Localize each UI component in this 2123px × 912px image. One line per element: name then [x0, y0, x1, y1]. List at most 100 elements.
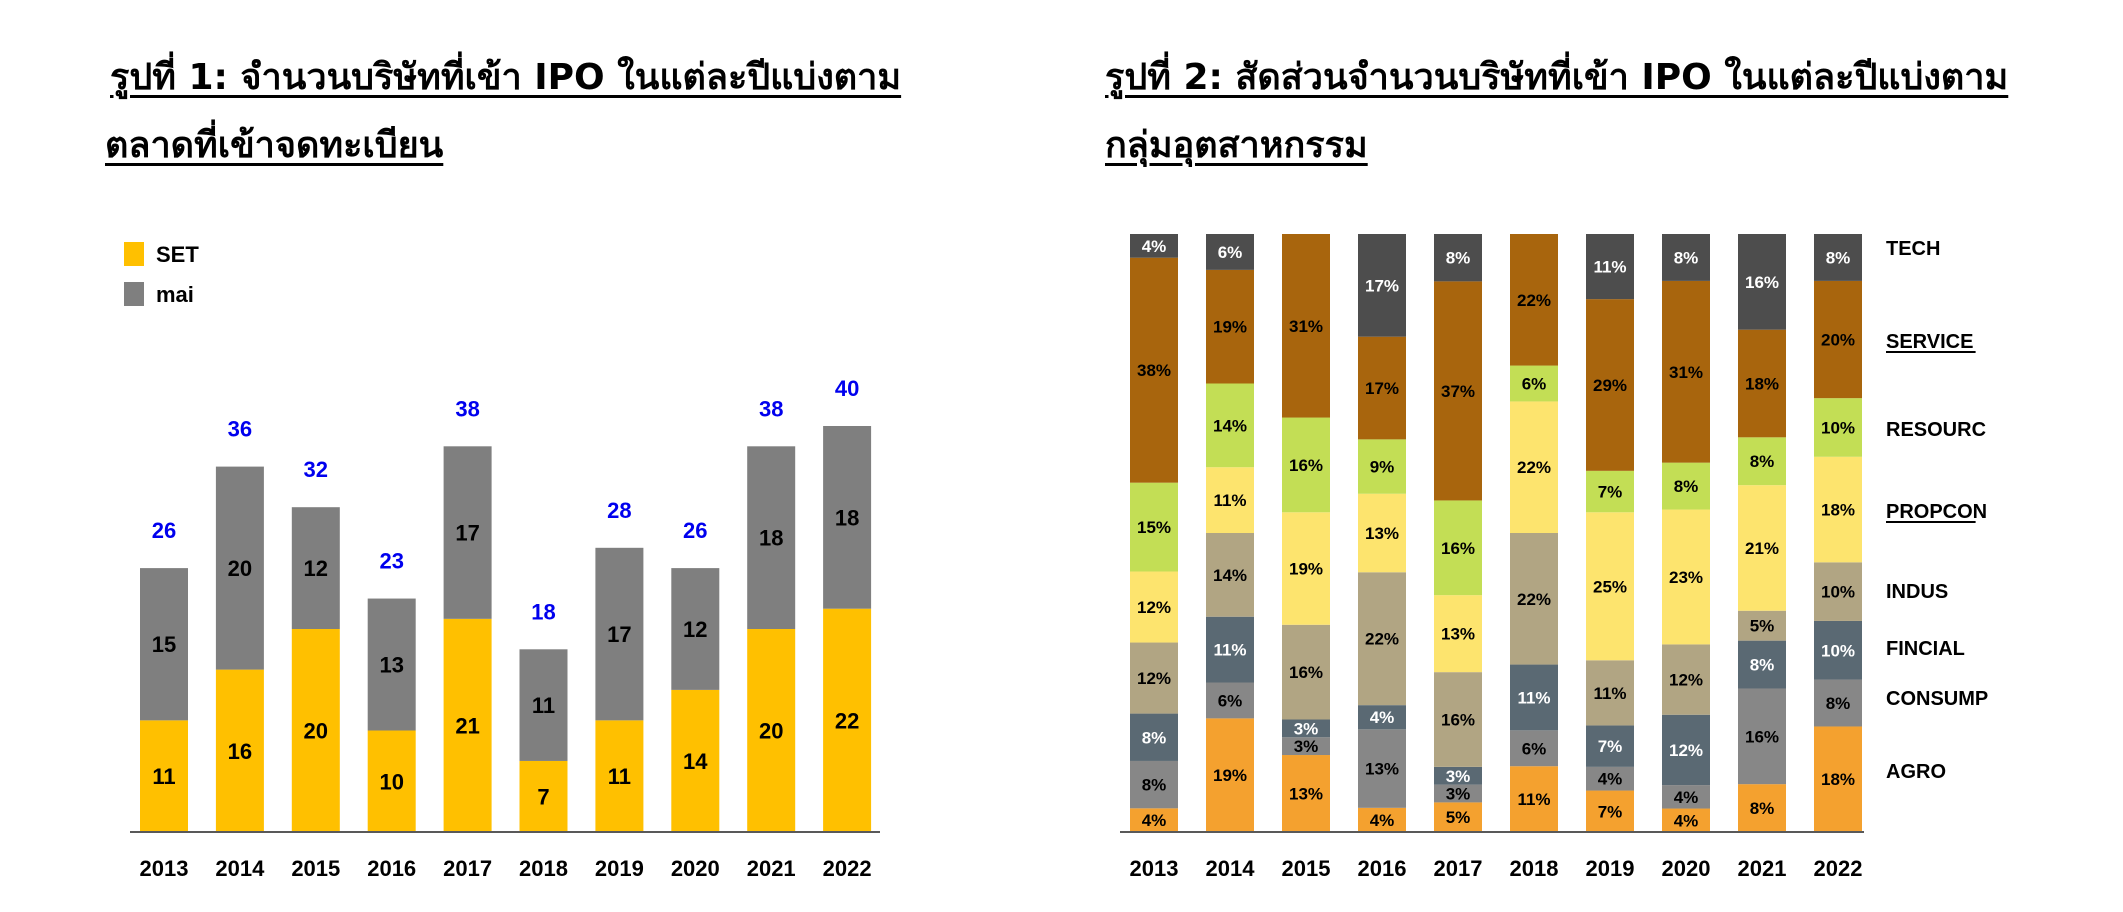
bar-mai-2021: [747, 446, 796, 629]
x-tick-2021: 2021: [747, 856, 796, 881]
label-tech-2020: 8%: [1674, 248, 1699, 267]
label-indus-2018: 22%: [1517, 590, 1551, 609]
bar-mai-2017: [443, 446, 492, 619]
x-tick-2015: 2015: [291, 856, 340, 881]
label-mai-2022: 18: [835, 505, 859, 530]
label-set-2022: 22: [835, 708, 859, 733]
legend-label-resourc: RESOURC: [1886, 419, 1986, 441]
label-fincial-2019: 7%: [1598, 737, 1623, 756]
segment-resourc-2017: [1434, 500, 1482, 596]
total-label-2016: 23: [379, 549, 403, 574]
segment-agro-2022: [1814, 726, 1862, 832]
label-propcon-2017: 13%: [1441, 625, 1475, 644]
chart2-title-line1: รูปที่ 2: สัดส่วนจำนวนบริษัทที่เข้า IPO …: [1105, 57, 2009, 98]
segment-propcon-2019: [1586, 512, 1634, 661]
total-label-2021: 38: [759, 396, 783, 421]
label-service-2020: 31%: [1669, 363, 1703, 382]
segment-agro-2015: [1282, 755, 1330, 832]
segment-service-2021: [1738, 329, 1786, 438]
segment-propcon-2021: [1738, 485, 1786, 611]
x-tick-2013: 2013: [1130, 856, 1179, 881]
segment-service-2017: [1434, 281, 1482, 501]
segment-indus-2016: [1358, 572, 1406, 706]
legend-label-service: SERVICE: [1886, 331, 1973, 353]
total-label-2017: 38: [455, 396, 479, 421]
label-agro-2015: 13%: [1289, 785, 1323, 804]
bar-set-2015: [291, 629, 340, 832]
segment-resourc-2021: [1738, 437, 1786, 486]
segment-service-2019: [1586, 299, 1634, 471]
label-mai-2015: 12: [304, 556, 328, 581]
bar-mai-2015: [291, 507, 340, 629]
label-propcon-2022: 18%: [1821, 501, 1855, 520]
label-agro-2017: 5%: [1446, 808, 1471, 827]
label-propcon-2018: 22%: [1517, 458, 1551, 477]
label-set-2016: 10: [379, 769, 403, 794]
segment-consump-2022: [1814, 679, 1862, 727]
segment-propcon-2018: [1510, 401, 1558, 533]
legend-label-fincial: FINCIAL: [1886, 638, 1965, 660]
segment-fincial-2020: [1662, 714, 1710, 786]
segment-propcon-2013: [1130, 571, 1178, 643]
chart2-title-line2: กลุ่มอุตสาหกรรม: [1105, 125, 1368, 166]
label-indus-2021: 5%: [1750, 617, 1775, 636]
segment-tech-2014: [1206, 234, 1254, 270]
label-agro-2021: 8%: [1750, 799, 1775, 818]
legend-label-mai: mai: [156, 282, 194, 307]
segment-resourc-2013: [1130, 482, 1178, 572]
segment-indus-2018: [1510, 533, 1558, 665]
label-tech-2021: 16%: [1745, 273, 1779, 292]
label-consump-2019: 4%: [1598, 770, 1623, 789]
total-label-2020: 26: [683, 518, 707, 543]
segment-fincial-2015: [1282, 719, 1330, 738]
segment-tech-2021: [1738, 234, 1786, 330]
label-set-2014: 16: [228, 739, 252, 764]
x-tick-2015: 2015: [1282, 856, 1331, 881]
chart1-title-line1: รูปที่ 1: จำนวนบริษัทที่เข้า IPO ในแต่ละ…: [110, 57, 902, 98]
x-tick-2019: 2019: [595, 856, 644, 881]
label-consump-2018: 6%: [1522, 739, 1547, 758]
segment-service-2015: [1282, 234, 1330, 418]
label-mai-2016: 13: [379, 653, 403, 678]
label-service-2015: 31%: [1289, 317, 1323, 336]
segment-consump-2019: [1586, 766, 1634, 791]
label-consump-2017: 3%: [1446, 785, 1471, 804]
segment-agro-2019: [1586, 790, 1634, 832]
label-resourc-2020: 8%: [1674, 477, 1699, 496]
bar-mai-2013: [140, 568, 188, 721]
label-agro-2016: 4%: [1370, 811, 1395, 830]
segment-resourc-2016: [1358, 439, 1406, 494]
label-consump-2014: 6%: [1218, 691, 1243, 710]
segment-fincial-2016: [1358, 705, 1406, 730]
bar-set-2017: [443, 618, 492, 832]
legend-swatch-set: [124, 242, 144, 266]
segment-agro-2016: [1358, 807, 1406, 832]
label-service-2021: 18%: [1745, 375, 1779, 394]
label-resourc-2021: 8%: [1750, 452, 1775, 471]
label-mai-2017: 17: [455, 521, 479, 546]
label-service-2013: 38%: [1137, 361, 1171, 380]
segment-agro-2017: [1434, 802, 1482, 832]
label-tech-2022: 8%: [1826, 248, 1851, 267]
segment-consump-2013: [1130, 760, 1178, 809]
label-agro-2019: 7%: [1598, 802, 1623, 821]
label-set-2018: 7: [537, 784, 549, 809]
label-resourc-2016: 9%: [1370, 458, 1395, 477]
segment-resourc-2018: [1510, 365, 1558, 402]
segment-tech-2017: [1434, 234, 1482, 282]
label-propcon-2013: 12%: [1137, 598, 1171, 617]
label-indus-2017: 16%: [1441, 711, 1475, 730]
label-mai-2018: 11: [532, 693, 555, 718]
segment-service-2014: [1206, 269, 1254, 384]
label-agro-2018: 11%: [1517, 790, 1550, 809]
segment-indus-2017: [1434, 672, 1482, 767]
segment-propcon-2020: [1662, 509, 1710, 645]
label-service-2014: 19%: [1213, 318, 1247, 337]
label-fincial-2013: 8%: [1142, 728, 1167, 747]
segment-fincial-2017: [1434, 766, 1482, 785]
x-tick-2020: 2020: [1662, 856, 1711, 881]
segment-fincial-2021: [1738, 640, 1786, 689]
segment-agro-2013: [1130, 808, 1178, 832]
legend-label-propcon: PROPCON: [1886, 501, 1987, 523]
label-tech-2016: 17%: [1365, 276, 1399, 295]
